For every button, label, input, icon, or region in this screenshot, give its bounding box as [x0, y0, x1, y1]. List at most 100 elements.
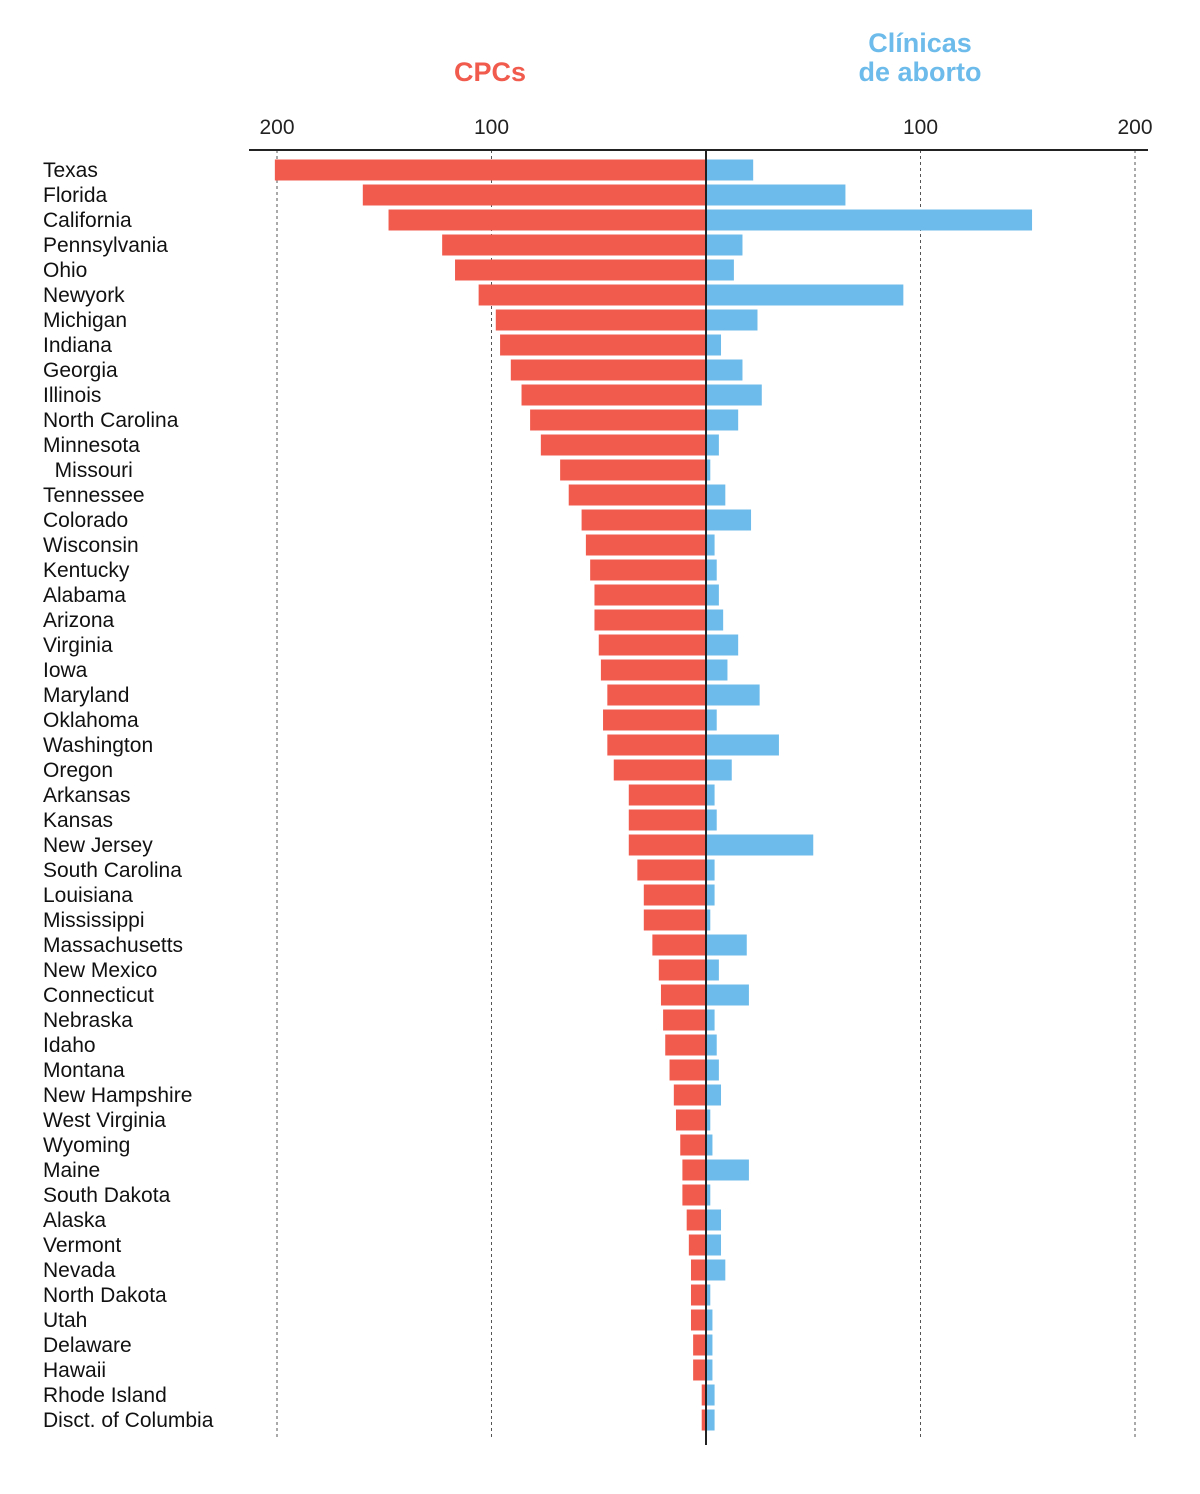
category-label: Utah — [43, 1309, 87, 1332]
category-label: Mississippi — [43, 909, 145, 932]
bar-clinic — [706, 509, 752, 531]
category-label: Alabama — [43, 584, 126, 607]
bar-cpc — [362, 184, 706, 206]
bar-cpc — [521, 384, 706, 406]
bar-clinic — [706, 384, 762, 406]
category-label: Delaware — [43, 1334, 132, 1357]
bar-clinic — [706, 709, 717, 731]
bar-clinic — [706, 1134, 713, 1156]
category-label: Georgia — [43, 359, 118, 382]
axes — [249, 149, 1148, 1445]
category-label: New Hampshire — [43, 1084, 192, 1107]
bar-clinic — [706, 1109, 711, 1131]
bar-cpc — [690, 1309, 706, 1331]
bar-cpc — [495, 309, 706, 331]
category-label: Vermont — [43, 1234, 121, 1257]
category-label: West Virginia — [43, 1109, 166, 1132]
category-label: Maryland — [43, 684, 129, 707]
category-label: Alaska — [43, 1209, 106, 1232]
bar-cpc — [665, 1034, 706, 1056]
category-label: Rhode Island — [43, 1384, 167, 1407]
bar-cpc — [581, 509, 706, 531]
bar-cpc — [690, 1284, 706, 1306]
bar-clinic — [706, 1034, 717, 1056]
category-label: Pennsylvania — [43, 234, 168, 257]
bar-cpc — [693, 1334, 706, 1356]
gridlines — [276, 150, 1136, 1437]
bar-cpc — [675, 1109, 706, 1131]
bar-cpc — [442, 234, 706, 256]
bar-cpc — [652, 934, 706, 956]
bar-clinic — [706, 609, 724, 631]
category-label: Florida — [43, 184, 108, 207]
category-label: New Jersey — [43, 834, 153, 857]
bar-clinic — [706, 934, 747, 956]
bar-cpc — [530, 409, 706, 431]
bar-cpc — [688, 1234, 706, 1256]
bar-clinic — [706, 334, 722, 356]
category-label: Disct. of Columbia — [43, 1409, 214, 1432]
bar-cpc — [603, 709, 706, 731]
category-label: Virginia — [43, 634, 113, 657]
bar-clinic — [706, 434, 719, 456]
bar-cpc — [598, 634, 706, 656]
bar-clinic — [706, 584, 719, 606]
category-label: Wyoming — [43, 1134, 130, 1157]
category-label: Maine — [43, 1159, 100, 1182]
category-label: Michigan — [43, 309, 127, 332]
bar-clinic — [706, 159, 754, 181]
bar-cpc — [478, 284, 706, 306]
category-label: Arizona — [43, 609, 115, 632]
category-label: Hawaii — [43, 1359, 106, 1382]
bar-cpc — [680, 1134, 706, 1156]
bar-cpc — [673, 1084, 706, 1106]
category-label: Kentucky — [43, 559, 130, 582]
bar-clinic — [706, 1209, 722, 1231]
bar-cpc — [628, 784, 706, 806]
category-label: Montana — [43, 1059, 125, 1082]
category-label: Colorado — [43, 509, 128, 532]
bar-cpc — [500, 334, 706, 356]
bar-clinic — [706, 1384, 715, 1406]
category-label: Kansas — [43, 809, 113, 832]
bar-clinic — [706, 734, 779, 756]
category-label: Newyork — [43, 284, 125, 307]
bar-clinic — [706, 884, 715, 906]
category-label: Ohio — [43, 259, 87, 282]
bar-cpc — [701, 1409, 706, 1431]
bar-cpc — [628, 834, 706, 856]
bar-clinic — [706, 1059, 719, 1081]
bar-clinic — [706, 209, 1033, 231]
category-label: Tennessee — [43, 484, 145, 507]
bar-cpc — [540, 434, 706, 456]
bar-clinic — [706, 1409, 715, 1431]
bar-clinic — [706, 984, 749, 1006]
x-tick-label: 200 — [1117, 116, 1152, 139]
bar-cpc — [600, 659, 706, 681]
bar-clinic — [706, 559, 717, 581]
bar-clinic — [706, 959, 719, 981]
bar-clinic — [706, 809, 717, 831]
category-label: Texas — [43, 159, 98, 182]
category-label: Oklahoma — [43, 709, 139, 732]
bar-cpc — [693, 1359, 706, 1381]
category-label: Nebraska — [43, 1009, 133, 1032]
x-tick-label: 100 — [474, 116, 509, 139]
bar-clinic — [706, 1284, 711, 1306]
category-label: South Carolina — [43, 859, 182, 882]
category-label: Iowa — [43, 659, 88, 682]
x-tick-label: 100 — [903, 116, 938, 139]
bar-clinic — [706, 1159, 749, 1181]
bar-cpc — [628, 809, 706, 831]
bar-cpc — [590, 559, 706, 581]
bar-clinic — [706, 1334, 713, 1356]
bar-clinic — [706, 1234, 722, 1256]
category-label: Louisiana — [43, 884, 133, 907]
bar-clinic — [706, 1309, 713, 1331]
category-label: Nevada — [43, 1259, 116, 1282]
category-label: Arkansas — [43, 784, 131, 807]
category-label: North Dakota — [43, 1284, 167, 1307]
category-label: Indiana — [43, 334, 112, 357]
